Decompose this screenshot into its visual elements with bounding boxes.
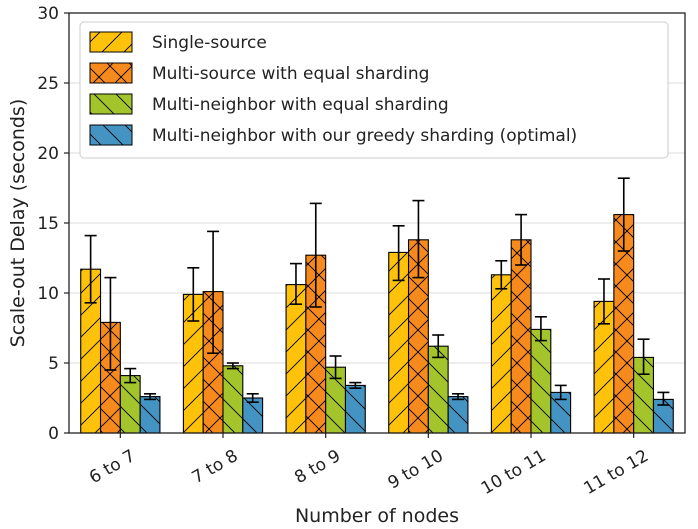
y-tick-label: 0 bbox=[48, 424, 59, 444]
x-tick-label: 7 to 8 bbox=[189, 446, 242, 488]
legend-swatch bbox=[89, 93, 133, 115]
bar bbox=[139, 396, 161, 434]
y-tick-label: 10 bbox=[37, 284, 59, 304]
y-axis: 0 5 10 15 20 25 30 bbox=[37, 4, 69, 444]
legend-label: Multi-source with equal sharding bbox=[152, 64, 429, 84]
legend-frame bbox=[79, 21, 669, 159]
legend-label: Single-source bbox=[152, 33, 267, 53]
y-tick-label: 15 bbox=[37, 214, 59, 234]
legend-label: Multi-neighbor with equal sharding bbox=[152, 95, 449, 115]
legend: Single-source Multi-source with equal sha… bbox=[79, 21, 669, 159]
x-tick-label: 10 to 11 bbox=[478, 446, 550, 499]
y-tick-label: 20 bbox=[37, 144, 59, 164]
y-tick-label: 30 bbox=[37, 4, 59, 24]
bars bbox=[80, 214, 674, 434]
bar bbox=[119, 375, 141, 434]
x-tick-label: 9 to 10 bbox=[385, 446, 447, 493]
x-axis: 6 to 7 7 to 8 8 to 9 9 to 10 10 to 11 11 to 1… bbox=[86, 433, 652, 499]
bar bbox=[447, 396, 469, 434]
bar bbox=[285, 284, 307, 434]
legend-swatch bbox=[89, 62, 133, 84]
bar bbox=[344, 384, 366, 434]
error-bars bbox=[84, 177, 670, 406]
x-tick-label: 6 to 7 bbox=[86, 446, 139, 488]
bar bbox=[427, 345, 449, 434]
legend-swatch bbox=[89, 124, 133, 146]
bar bbox=[490, 274, 512, 434]
y-axis-title: Scale-out Delay (seconds) bbox=[7, 99, 29, 348]
x-axis-title: Number of nodes bbox=[295, 505, 459, 527]
bar bbox=[510, 239, 532, 434]
x-tick-label: 8 to 9 bbox=[291, 446, 344, 488]
y-tick-label: 5 bbox=[48, 354, 59, 374]
legend-label: Multi-neighbor with our greedy sharding … bbox=[152, 126, 577, 146]
bar bbox=[530, 328, 552, 434]
bar bbox=[222, 365, 244, 434]
bar bbox=[242, 397, 264, 434]
x-tick-label: 11 to 12 bbox=[581, 446, 653, 499]
legend-swatch bbox=[89, 31, 133, 53]
y-tick-label: 25 bbox=[37, 74, 59, 94]
